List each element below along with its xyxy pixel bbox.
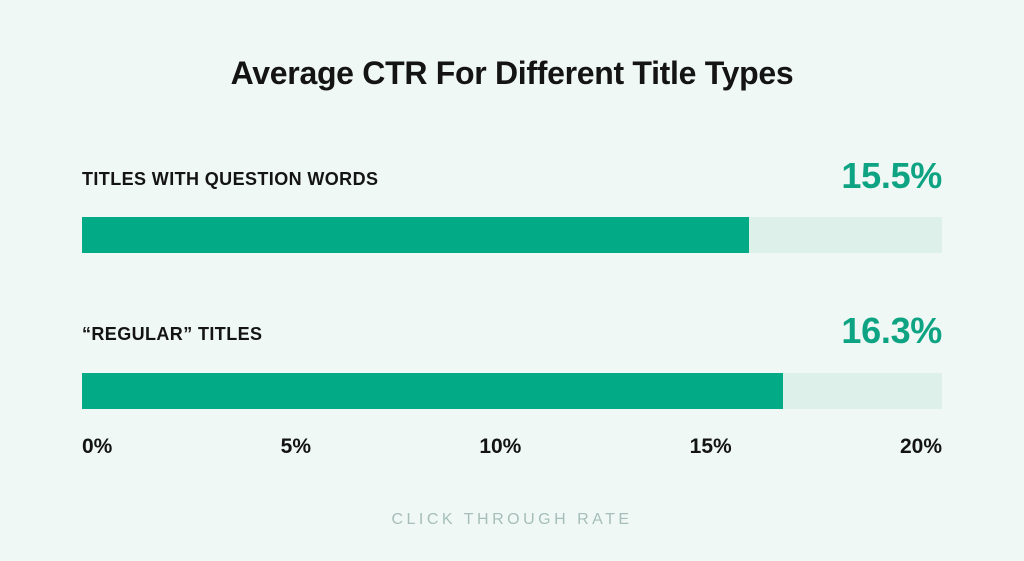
x-axis-title: CLICK THROUGH RATE — [391, 511, 633, 528]
x-tick-label: 5% — [280, 435, 312, 458]
bar-row-regular-titles: “REGULAR” TITLES 16.3% — [82, 313, 942, 409]
bar-row-header: TITLES WITH QUESTION WORDS 15.5% — [82, 158, 942, 194]
value-label: 15.5% — [841, 155, 942, 196]
value-label: 16.3% — [841, 310, 942, 351]
category-label: TITLES WITH QUESTION WORDS — [82, 169, 379, 189]
bar-row-question-titles: TITLES WITH QUESTION WORDS 15.5% — [82, 158, 942, 253]
x-axis: 0% 5% 10% 15% 20% — [82, 435, 942, 459]
chart-title: Average CTR For Different Title Types — [230, 55, 794, 91]
bar-row-header: “REGULAR” TITLES 16.3% — [82, 313, 942, 349]
x-tick-label: 0% — [82, 435, 113, 458]
bar-fill — [82, 217, 749, 253]
x-tick-label: 15% — [689, 435, 732, 458]
x-tick-label: 20% — [899, 435, 942, 458]
bar-chart: TITLES WITH QUESTION WORDS 15.5% “REGULA… — [82, 158, 942, 459]
category-label: “REGULAR” TITLES — [82, 324, 263, 344]
bar-track — [82, 217, 942, 253]
bar-track — [82, 373, 942, 409]
x-tick-label: 10% — [479, 435, 522, 458]
bar-fill — [82, 373, 783, 409]
